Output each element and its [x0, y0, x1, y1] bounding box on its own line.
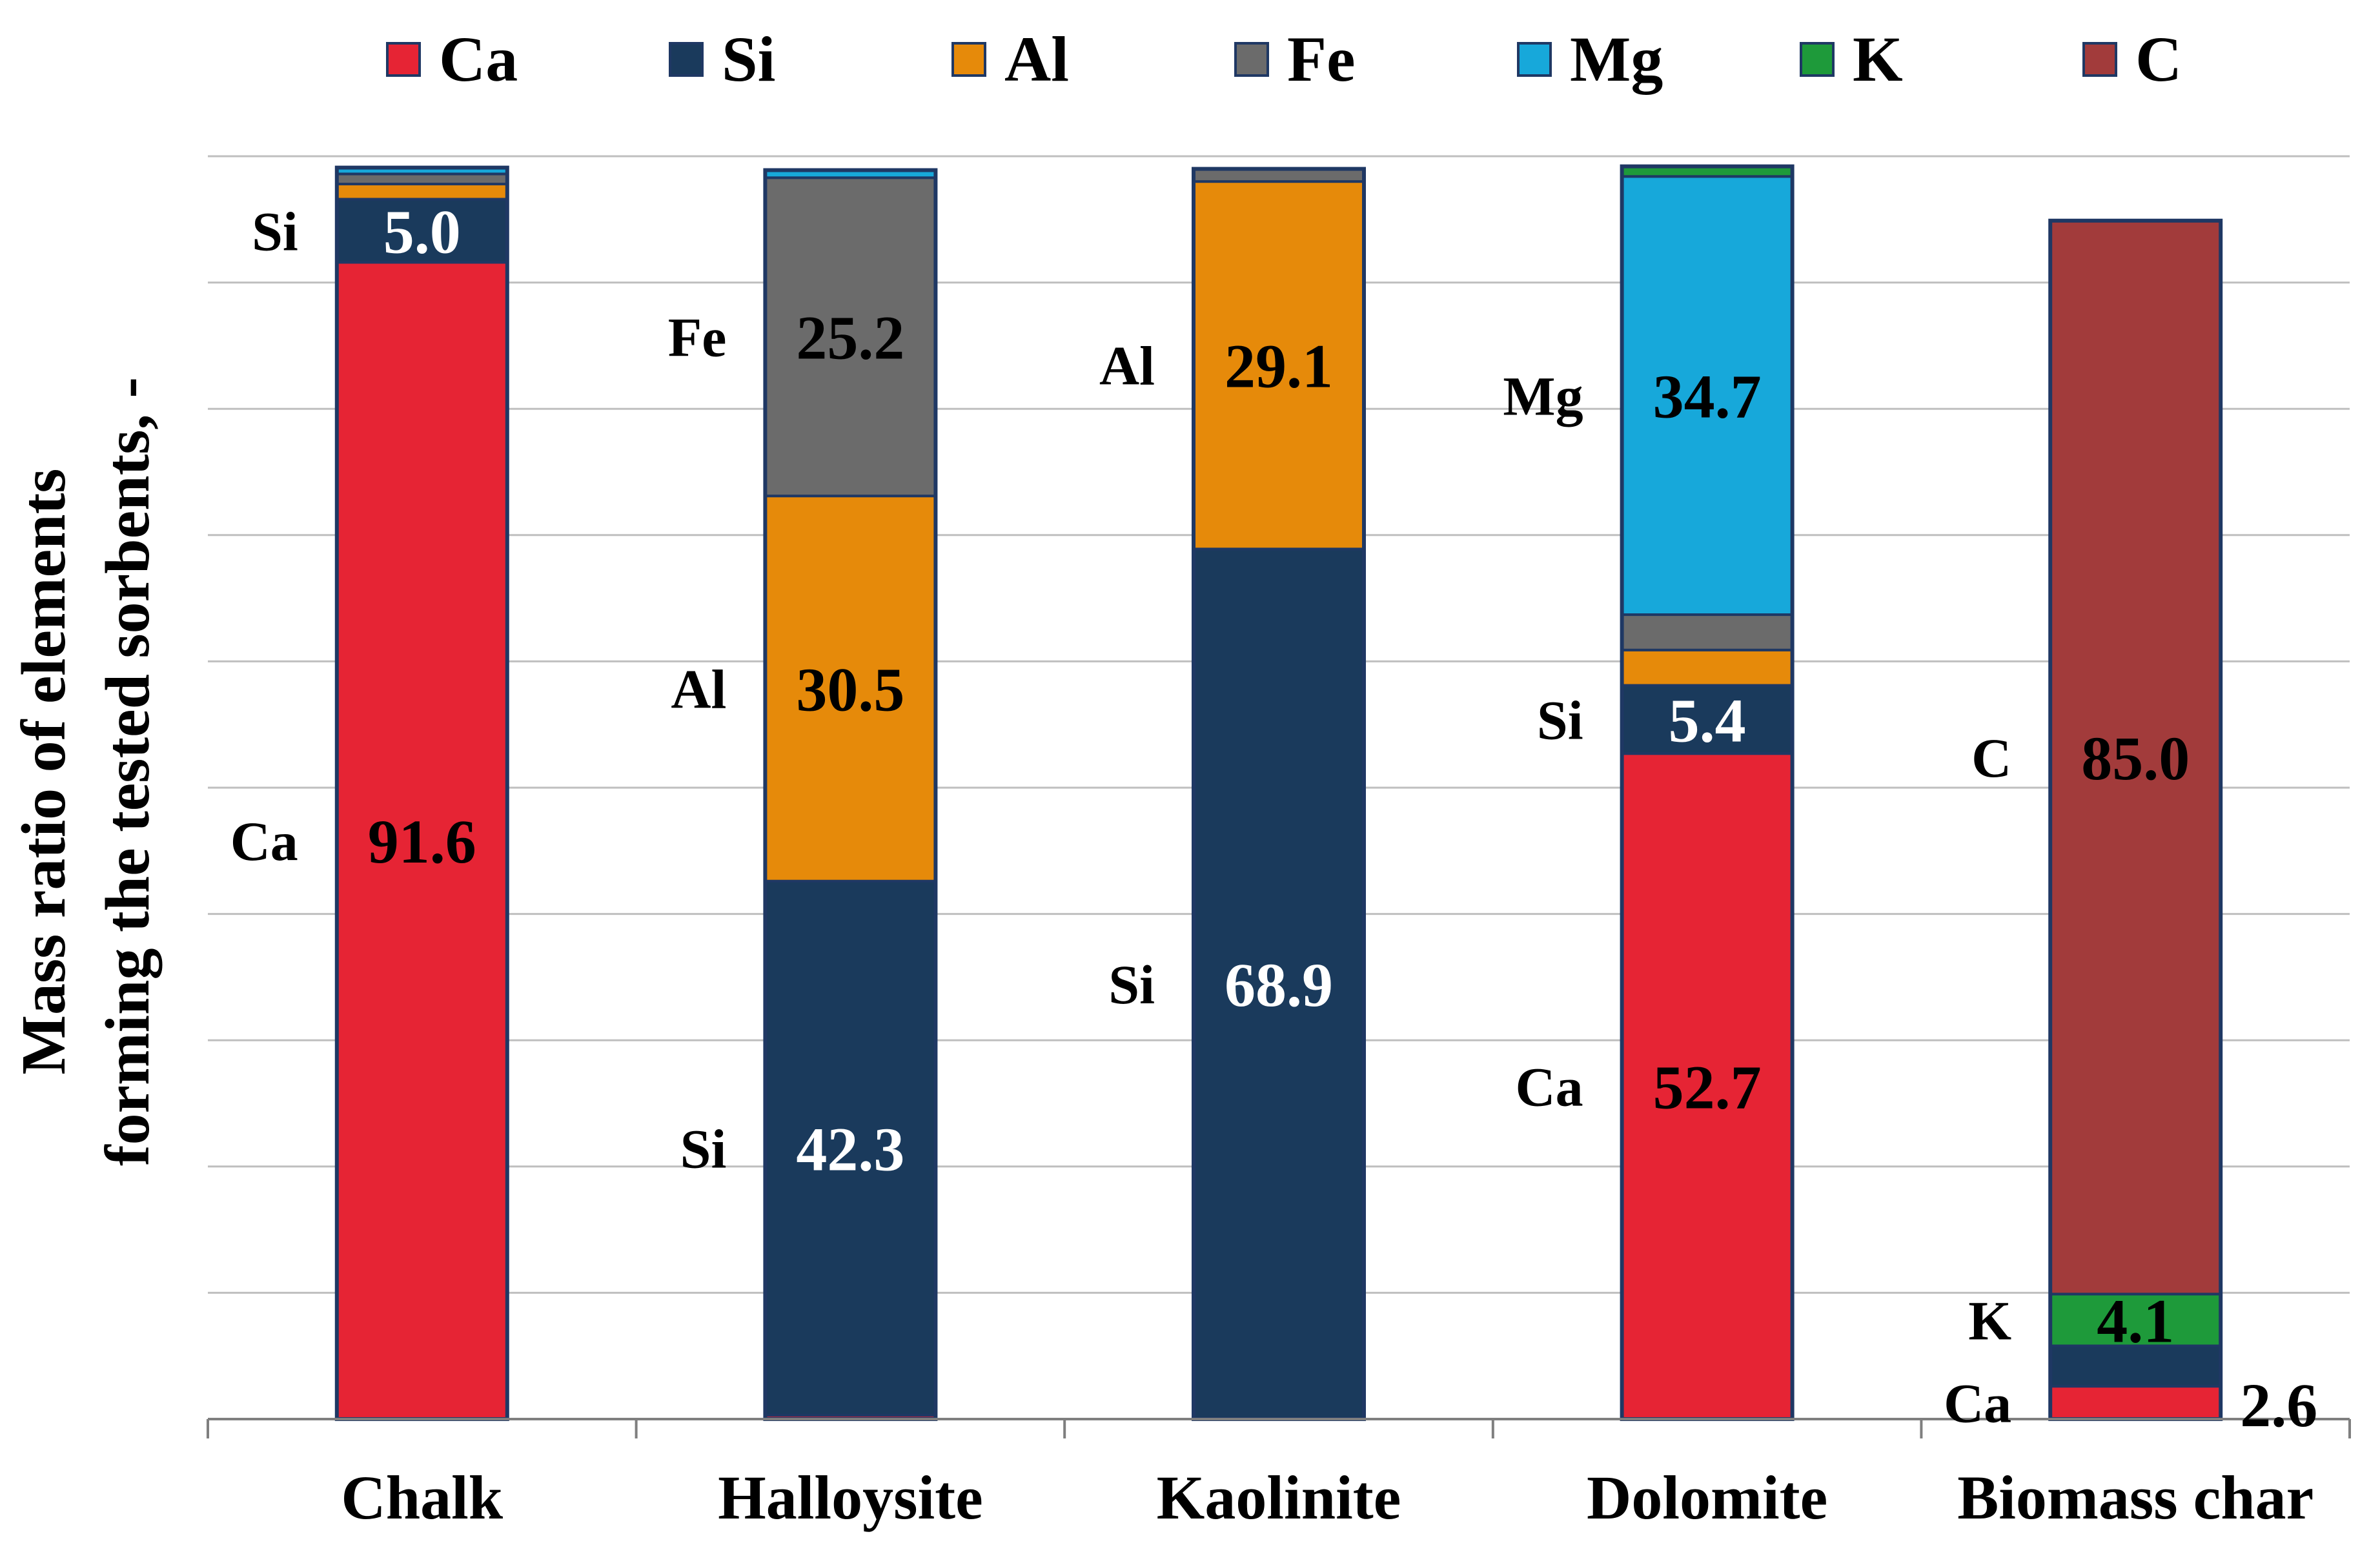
x-tick-label-biomass-char: Biomass char [1957, 1463, 2314, 1532]
bar-halloysite [763, 168, 938, 1421]
side-label-chalk-si: Si [252, 200, 298, 262]
legend-item-mg: Mg [1517, 23, 1663, 95]
side-label-dolomite-si: Si [1537, 689, 1583, 751]
legend-swatch-c [2082, 42, 2117, 77]
legend-label-al: Al [1004, 23, 1069, 95]
side-label-biomass-char-ca: Ca [1944, 1373, 2011, 1435]
y-axis-title-line-1: Mass ratio of elements [9, 469, 79, 1075]
bars [334, 164, 2223, 1422]
data-label-dolomite-si: 5.4 [1669, 686, 1746, 755]
legend-item-k: K [1800, 23, 1903, 95]
data-label-halloysite-al: 30.5 [796, 655, 904, 724]
legend-item-ca: Ca [386, 23, 518, 95]
side-label-halloysite-al: Al [671, 658, 726, 720]
legend-label-k: K [1853, 23, 1903, 95]
legend-swatch-ca [386, 42, 421, 77]
side-label-kaolinite-si: Si [1108, 954, 1155, 1016]
legend-label-mg: Mg [1570, 23, 1663, 95]
side-label-dolomite-mg: Mg [1503, 365, 1583, 427]
legend-swatch-si [669, 42, 704, 77]
bar-kaolinite [1192, 167, 1366, 1421]
bar-segment-dolomite-si [1620, 684, 1794, 755]
side-label-halloysite-si: Si [680, 1118, 727, 1180]
bar-segment-dolomite-fe [1620, 613, 1794, 651]
data-label-chalk-ca: 91.6 [368, 807, 476, 876]
data-label-biomass-char-k: 4.1 [2097, 1286, 2174, 1355]
legend-item-c: C [2082, 23, 2182, 95]
data-label-dolomite-ca: 52.7 [1653, 1053, 1762, 1122]
y-axis-title: Mass ratio of elements forming the tested… [9, 377, 163, 1166]
bar-biomass-char [2048, 218, 2223, 1422]
bar-segment-halloysite-al [764, 495, 937, 883]
bar-segment-dolomite-ca [1620, 752, 1794, 1420]
bar-dolomite [1620, 164, 1795, 1422]
data-label-halloysite-fe: 25.2 [796, 303, 904, 373]
x-tick-label-chalk: Chalk [341, 1463, 503, 1532]
data-label-chalk-si: 5.0 [383, 197, 461, 266]
bar-segment-dolomite-mg [1620, 175, 1794, 617]
data-label-halloysite-si: 42.3 [796, 1114, 904, 1183]
x-tick-label-dolomite: Dolomite [1587, 1463, 1827, 1532]
legend-label-c: C [2135, 23, 2182, 95]
bar-segment-biomass-char-ca [2049, 1385, 2222, 1421]
bar-segment-halloysite-si [764, 879, 937, 1417]
legend-item-si: Si [669, 23, 775, 95]
bar-segment-kaolinite-si [1192, 547, 1365, 1420]
bar-segment-chalk-fe [335, 172, 509, 186]
data-label-kaolinite-si: 68.9 [1225, 950, 1333, 1019]
data-label-biomass-char-c: 85.0 [2081, 724, 2190, 793]
y-axis-title-line-2: forming the tested sorbents, - [93, 377, 163, 1166]
legend-swatch-mg [1517, 42, 1552, 77]
x-tick-label-halloysite: Halloysite [718, 1463, 983, 1532]
bar-segment-halloysite-fe [764, 176, 937, 498]
side-label-kaolinite-al: Al [1099, 335, 1155, 397]
side-label-halloysite-fe: Fe [668, 307, 727, 369]
side-label-biomass-char-k: K [1968, 1289, 2011, 1351]
x-axis: Chalk Halloysite Kaolinite Dolomite Biomass … [207, 1418, 2351, 1532]
data-labels: 5.0 Si 91.6 Ca 25.2 Fe 30.5 Al 42.3 Si 29.1 Al 68.9 S… [230, 197, 2318, 1440]
bar-segment-dolomite-al [1620, 648, 1794, 687]
data-label-kaolinite-al: 29.1 [1225, 332, 1333, 401]
side-label-chalk-ca: Ca [230, 810, 298, 872]
legend-item-al: Al [951, 23, 1069, 95]
bar-chalk [334, 165, 509, 1421]
legend-label-si: Si [722, 23, 775, 95]
legend-swatch-k [1800, 42, 1835, 77]
side-label-dolomite-ca: Ca [1515, 1056, 1583, 1118]
legend-label-fe: Fe [1287, 23, 1355, 95]
legend: Ca Si Al Fe Mg K C [386, 23, 2182, 95]
side-label-biomass-char-c: C [1971, 727, 2011, 789]
bar-segment-kaolinite-al [1192, 180, 1365, 551]
legend-label-ca: Ca [439, 23, 518, 95]
data-label-dolomite-mg: 34.7 [1653, 362, 1762, 431]
legend-swatch-fe [1234, 42, 1269, 77]
data-label-biomass-char-ca: 2.6 [2240, 1371, 2317, 1440]
legend-swatch-al [951, 42, 986, 77]
legend-item-fe: Fe [1234, 23, 1355, 95]
x-tick-label-kaolinite: Kaolinite [1157, 1463, 1401, 1532]
